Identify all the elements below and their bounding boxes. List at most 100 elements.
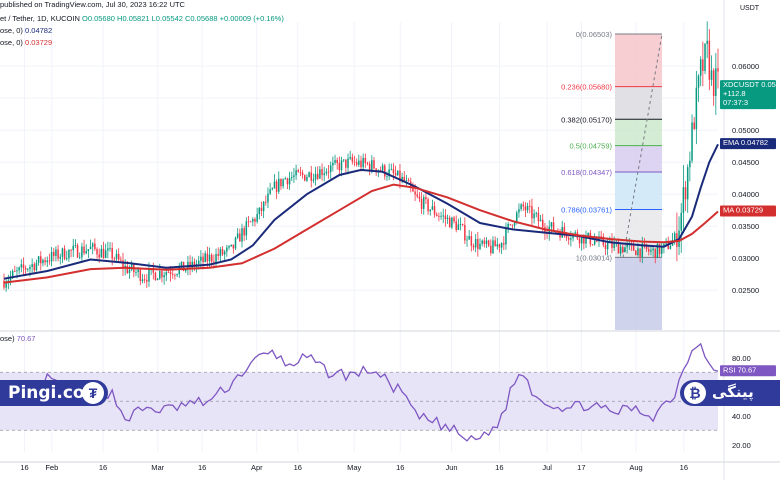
candle-body — [492, 240, 494, 254]
candle-body — [358, 160, 360, 165]
candle-body — [273, 181, 276, 189]
candle-body — [20, 264, 23, 268]
candle-body — [405, 180, 408, 182]
y-tick-label: 0.06000 — [732, 62, 759, 71]
candle-body — [102, 248, 105, 258]
candle-body — [314, 173, 317, 180]
candle-body — [457, 224, 460, 230]
candle-body — [695, 87, 698, 129]
fib-zone — [615, 33, 662, 87]
candle-body — [444, 215, 447, 220]
candle-body — [371, 160, 373, 171]
watermark-right: ₿ پینگی — [680, 380, 780, 406]
tether-icon: ₮ — [82, 382, 104, 404]
candle-body — [163, 275, 165, 278]
candle-body — [673, 233, 676, 241]
candle-body — [113, 258, 116, 260]
candle-body — [141, 279, 144, 281]
candle-body — [431, 206, 434, 210]
candle-body — [422, 197, 425, 209]
candle-body — [459, 224, 462, 225]
candle-body — [368, 163, 371, 171]
candle-body — [351, 157, 354, 162]
candle-body — [529, 205, 531, 207]
candle-body — [353, 161, 356, 163]
candle-body — [260, 207, 263, 212]
fibonacci-retracement[interactable]: 0(0.06503) 0.236(0.05680) 0.382(0.05170) 0.… — [561, 30, 663, 330]
candle-body — [567, 237, 570, 240]
candle-body — [258, 207, 261, 214]
candle-body — [213, 261, 215, 263]
candle-body — [115, 253, 118, 259]
candle-body — [98, 254, 100, 258]
bitcoin-icon: ₿ — [684, 382, 706, 404]
candle-body — [76, 245, 79, 258]
rsi-tag — [720, 365, 776, 377]
fib-zone — [615, 86, 662, 120]
candle-body — [414, 191, 416, 195]
candle-body — [580, 234, 583, 244]
candle-body — [336, 160, 338, 164]
candle-body — [332, 162, 334, 166]
price-tag — [720, 80, 776, 110]
candle-body — [635, 250, 637, 256]
candle-body — [507, 223, 509, 228]
fib-zone — [615, 171, 662, 210]
ema-legend[interactable]: ose, 0) 0.04782 — [0, 26, 52, 35]
candle-body — [180, 261, 183, 268]
candle-body — [496, 244, 499, 247]
y-tick-label: 0.03500 — [732, 222, 759, 231]
candle-body — [617, 242, 620, 254]
x-tick-label: 16 — [495, 463, 503, 472]
candle-body — [308, 172, 310, 178]
candle-body — [83, 246, 85, 254]
candle-body — [715, 68, 717, 96]
candle-body — [291, 177, 293, 179]
publish-line: published on TradingView.com, Jul 30, 20… — [0, 0, 185, 9]
y-tick-label: 0.02500 — [732, 286, 759, 295]
candle-body — [193, 261, 196, 268]
candle-body — [355, 162, 358, 165]
candle-body — [94, 243, 96, 249]
candle-body — [165, 272, 168, 276]
candle-body — [120, 259, 122, 261]
candle-body — [40, 256, 42, 264]
candle-body — [440, 215, 442, 217]
candle-body — [708, 40, 711, 80]
candle-body — [288, 178, 291, 185]
x-tick-label: 17 — [577, 463, 585, 472]
candle-body — [239, 233, 241, 242]
candle-body — [27, 269, 29, 271]
candle-body — [135, 272, 137, 273]
ema-tag — [720, 138, 776, 150]
candle-body — [435, 214, 438, 216]
candle-body — [697, 75, 700, 88]
candle-body — [474, 239, 477, 248]
fib-level-label: 0.382(0.05170) — [561, 115, 612, 124]
candle-body — [632, 243, 635, 251]
x-tick-label: Feb — [45, 463, 58, 472]
candle-body — [591, 244, 594, 246]
candle-body — [442, 215, 444, 217]
candle-body — [249, 221, 252, 223]
candle-body — [643, 243, 646, 245]
candle-body — [223, 251, 226, 255]
ma-legend[interactable]: ose, 0) 0.03729 — [0, 38, 52, 47]
candle-body — [210, 254, 213, 262]
candle-body — [104, 250, 107, 258]
candle-body — [126, 265, 129, 273]
candle-body — [381, 165, 384, 171]
candle-body — [152, 268, 155, 273]
candle-body — [29, 266, 31, 270]
candle-body — [682, 187, 685, 213]
rsi-legend[interactable]: ose) 70.67 — [0, 334, 35, 343]
candle-body — [146, 279, 148, 282]
candle-body — [412, 187, 414, 192]
candle-body — [390, 168, 393, 170]
candle-body — [200, 256, 202, 261]
candle-body — [284, 178, 287, 180]
candle-body — [583, 234, 585, 244]
candle-body — [241, 228, 243, 242]
candle-body — [85, 251, 87, 254]
